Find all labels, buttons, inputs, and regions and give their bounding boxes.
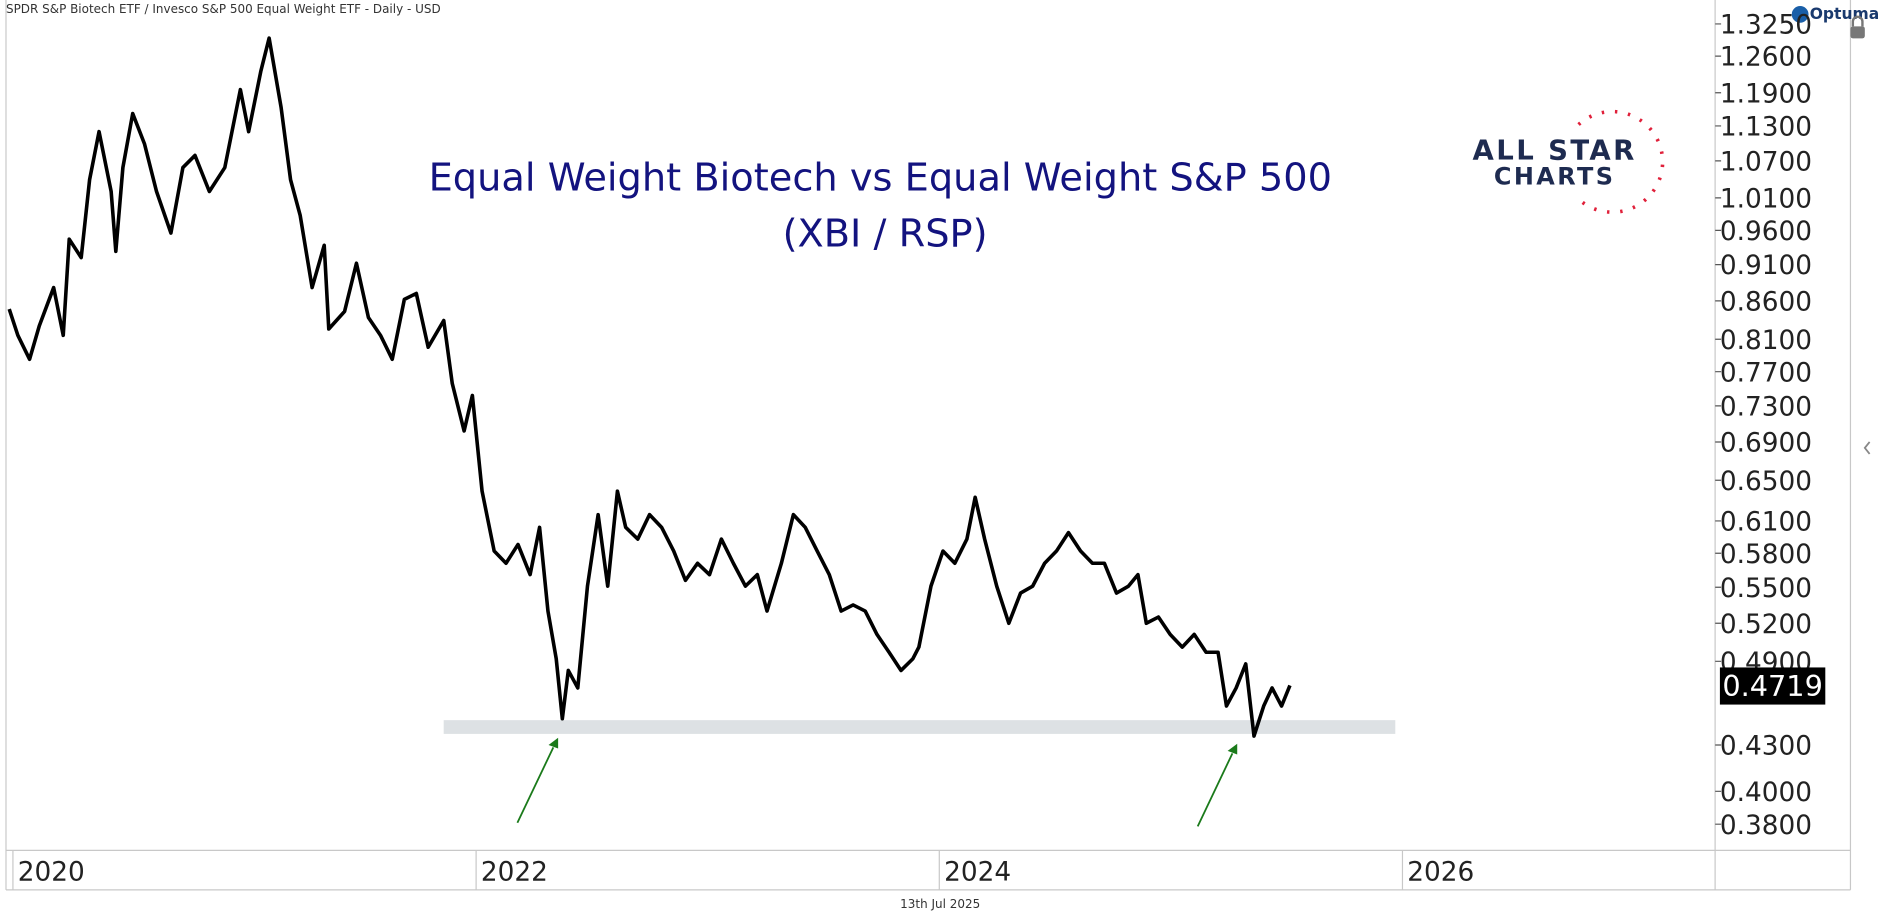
x-tick-label: 2026 xyxy=(1407,857,1474,887)
chart-title: Equal Weight Biotech vs Equal Weight S&P… xyxy=(429,155,1332,200)
y-tick-label: 0.5800 xyxy=(1720,540,1812,570)
logo-line: CHARTS xyxy=(1494,162,1615,190)
y-tick-label: 1.3250 xyxy=(1720,11,1812,41)
brand-icon xyxy=(1791,5,1809,23)
y-tick-label: 0.6500 xyxy=(1720,467,1812,497)
chart-subtitle: (XBI / RSP) xyxy=(783,212,988,257)
arrow xyxy=(516,746,555,824)
y-tick-label: 0.3800 xyxy=(1720,811,1812,841)
y-tick-label: 1.2600 xyxy=(1720,43,1812,73)
x-tick-label: 2020 xyxy=(18,857,85,887)
y-tick-label: 0.6100 xyxy=(1720,508,1812,538)
price-line xyxy=(7,36,1292,738)
y-tick-label: 0.5500 xyxy=(1720,574,1812,604)
y-tick-label: 1.1300 xyxy=(1720,113,1812,143)
y-tick-label: 0.8100 xyxy=(1720,326,1812,356)
y-tick-label: 0.9600 xyxy=(1720,217,1812,247)
x-tick-label: 2022 xyxy=(481,857,548,887)
y-tick-label: 1.0700 xyxy=(1720,147,1812,177)
last-value-box xyxy=(1719,667,1826,705)
arrowhead xyxy=(1227,743,1238,755)
y-tick-label: 0.7300 xyxy=(1720,392,1812,422)
date-label: 13th Jul 2025 xyxy=(900,897,980,911)
x-tick-label: 2024 xyxy=(944,857,1011,887)
y-tick-label: 1.1900 xyxy=(1720,79,1812,109)
last-value-label: 0.4719 xyxy=(1722,669,1823,703)
y-tick-label: 0.4000 xyxy=(1720,778,1812,808)
logo: ALL STAR CHARTS xyxy=(1473,109,1665,214)
logo-line: ALL STAR xyxy=(1473,134,1637,166)
arrow xyxy=(1196,752,1234,827)
y-tick-label: 1.0100 xyxy=(1720,184,1812,214)
support-zone xyxy=(443,720,1396,734)
lock-shackle xyxy=(1851,15,1864,27)
lock-icon[interactable] xyxy=(1850,26,1865,39)
source-text: SPDR S&P Biotech ETF / Invesco S&P 500 E… xyxy=(6,2,441,16)
y-tick-label: 0.4300 xyxy=(1720,732,1812,762)
y-tick-label: 0.6900 xyxy=(1720,429,1812,459)
y-tick-label: 0.9100 xyxy=(1720,251,1812,281)
y-tick-label: 0.5200 xyxy=(1720,610,1812,640)
y-tick-label: 0.7700 xyxy=(1720,358,1812,388)
y-tick-label: 0.8600 xyxy=(1720,287,1812,317)
brand: Optuma xyxy=(1810,5,1878,23)
collapse-arrow[interactable] xyxy=(1863,441,1871,455)
